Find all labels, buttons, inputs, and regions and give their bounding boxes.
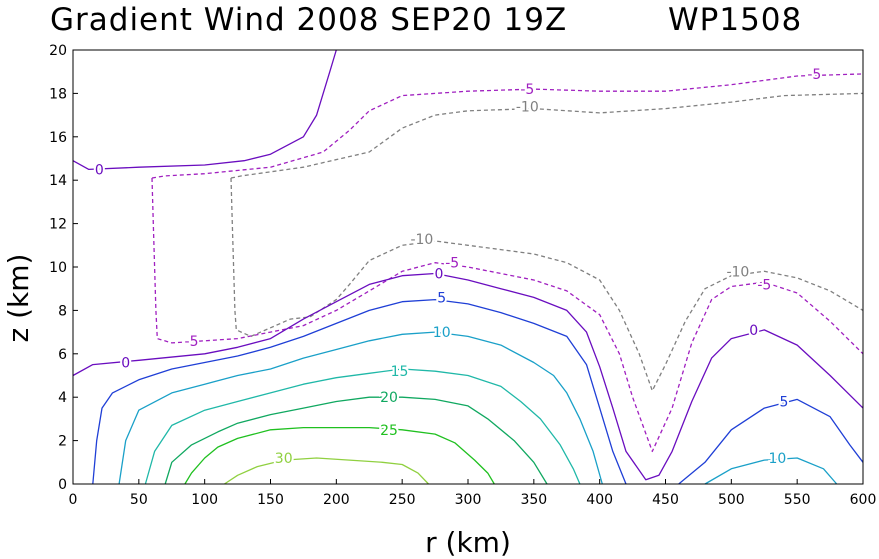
contour-label-0: 0 (749, 323, 758, 339)
contour-line--5-seg1 (151, 177, 864, 453)
y-axis-ticks: 0 2 4 6 8 10 12 14 16 18 20 (49, 43, 78, 493)
y-tick-label: 16 (49, 130, 67, 146)
contour-label--5: -5 (185, 334, 199, 350)
y-tick-label: 10 (49, 260, 67, 276)
x-tick-label: 350 (520, 492, 547, 508)
x-tick-label: 550 (784, 492, 811, 508)
contour-label--10: -10 (516, 99, 539, 115)
contour-line-10-seg0 (118, 331, 603, 485)
contour-label--10: -10 (726, 264, 749, 280)
y-axis-title: z (km) (2, 254, 35, 343)
contour-label-0: 0 (435, 267, 444, 283)
contour-label-10: 10 (768, 451, 786, 467)
x-tick-label: 600 (850, 492, 877, 508)
contour-line-30-seg0 (224, 457, 429, 485)
contour-label--5: -5 (445, 256, 459, 272)
x-tick-label: 50 (130, 492, 148, 508)
contour-label-0: 0 (95, 162, 104, 178)
x-axis-ticks: 0 50 100 150 200 250 300 350 400 450 500 550 600 (69, 479, 877, 508)
contour-line-15-seg0 (144, 368, 581, 485)
contour-line-5-seg1 (678, 398, 864, 485)
y-tick-label: 6 (58, 347, 67, 363)
y-tick-label: 14 (49, 173, 67, 189)
x-tick-label: 0 (69, 492, 78, 508)
x-tick-label: 300 (455, 492, 482, 508)
y-tick-label: 12 (49, 217, 67, 233)
y-tick-label: 8 (58, 303, 67, 319)
y-tick-label: 20 (49, 43, 67, 59)
y-tick-label: 18 (49, 86, 67, 102)
x-axis-title: r (km) (425, 526, 511, 559)
contour-label-30: 30 (275, 451, 293, 467)
contour-line-20-seg0 (164, 396, 548, 485)
contour-line--5-seg0 (151, 73, 864, 179)
x-tick-label: 450 (652, 492, 679, 508)
storm-id: WP1508 (668, 2, 802, 38)
contour-label--5: -5 (807, 67, 821, 83)
y-tick-label: 2 (58, 434, 67, 450)
y-tick-label: 4 (58, 390, 67, 406)
contour-lines (72, 49, 864, 485)
contour-label-20: 20 (380, 390, 398, 406)
x-tick-label: 150 (257, 492, 284, 508)
x-tick-label: 400 (586, 492, 613, 508)
contour-label--5: -5 (757, 277, 771, 293)
contour-line-0-seg0 (72, 49, 337, 171)
x-tick-label: 100 (191, 492, 218, 508)
chart-title: Gradient Wind 2008 SEP20 19Z (50, 2, 567, 38)
contour-label-25: 25 (380, 423, 398, 439)
contour-line-10-seg1 (704, 457, 838, 485)
contour-line-0-seg1 (72, 272, 864, 481)
x-tick-label: 200 (323, 492, 350, 508)
contour-label--5: -5 (520, 82, 534, 98)
x-tick-label: 500 (718, 492, 745, 508)
contour-label--10: -10 (410, 232, 433, 248)
y-tick-label: 0 (58, 477, 67, 493)
x-tick-label: 250 (389, 492, 416, 508)
contour-line--10-seg0 (230, 92, 864, 179)
contour-label-5: 5 (780, 395, 789, 411)
contour-label-5: 5 (437, 290, 446, 306)
contour-label-15: 15 (391, 364, 409, 380)
contour-line-25-seg0 (184, 426, 495, 485)
contour-line-5-seg0 (92, 298, 627, 485)
contour-label-0: 0 (121, 356, 130, 372)
contour-label-10: 10 (433, 325, 451, 341)
